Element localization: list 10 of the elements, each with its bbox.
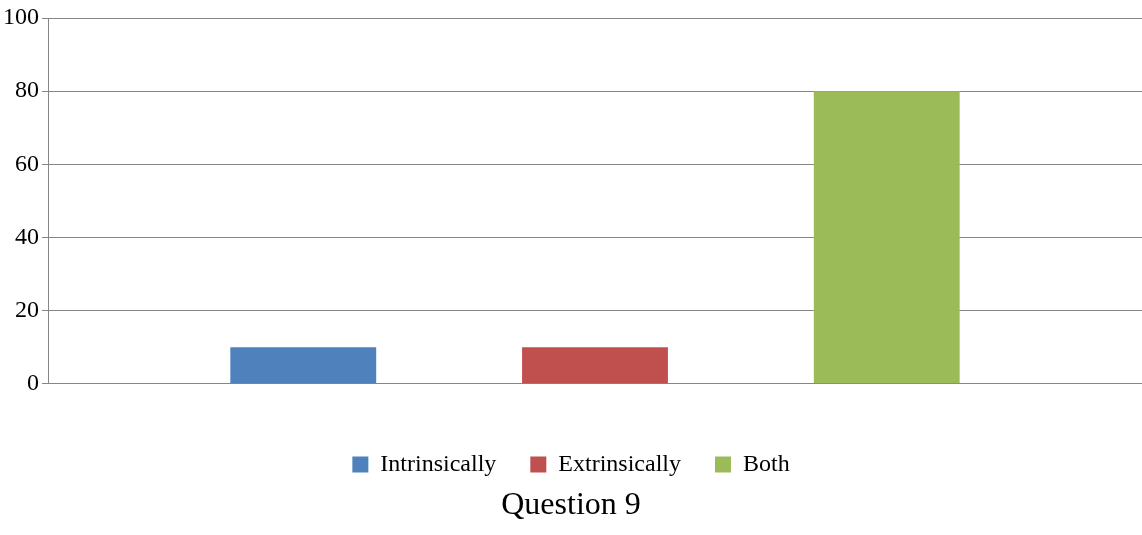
legend-label: Both xyxy=(742,449,790,476)
y-tick-label: 100 xyxy=(3,3,39,30)
legend-label: Extrinsically xyxy=(558,449,681,476)
legend-label: Intrinsically xyxy=(380,449,497,476)
y-tick-label: 20 xyxy=(15,295,39,322)
y-tick-label: 80 xyxy=(15,76,39,103)
y-tick-label: 0 xyxy=(27,369,39,396)
y-tick-label: 40 xyxy=(15,222,39,249)
y-tick-label: 60 xyxy=(15,149,39,176)
x-axis-title: Question 9 xyxy=(501,485,641,522)
